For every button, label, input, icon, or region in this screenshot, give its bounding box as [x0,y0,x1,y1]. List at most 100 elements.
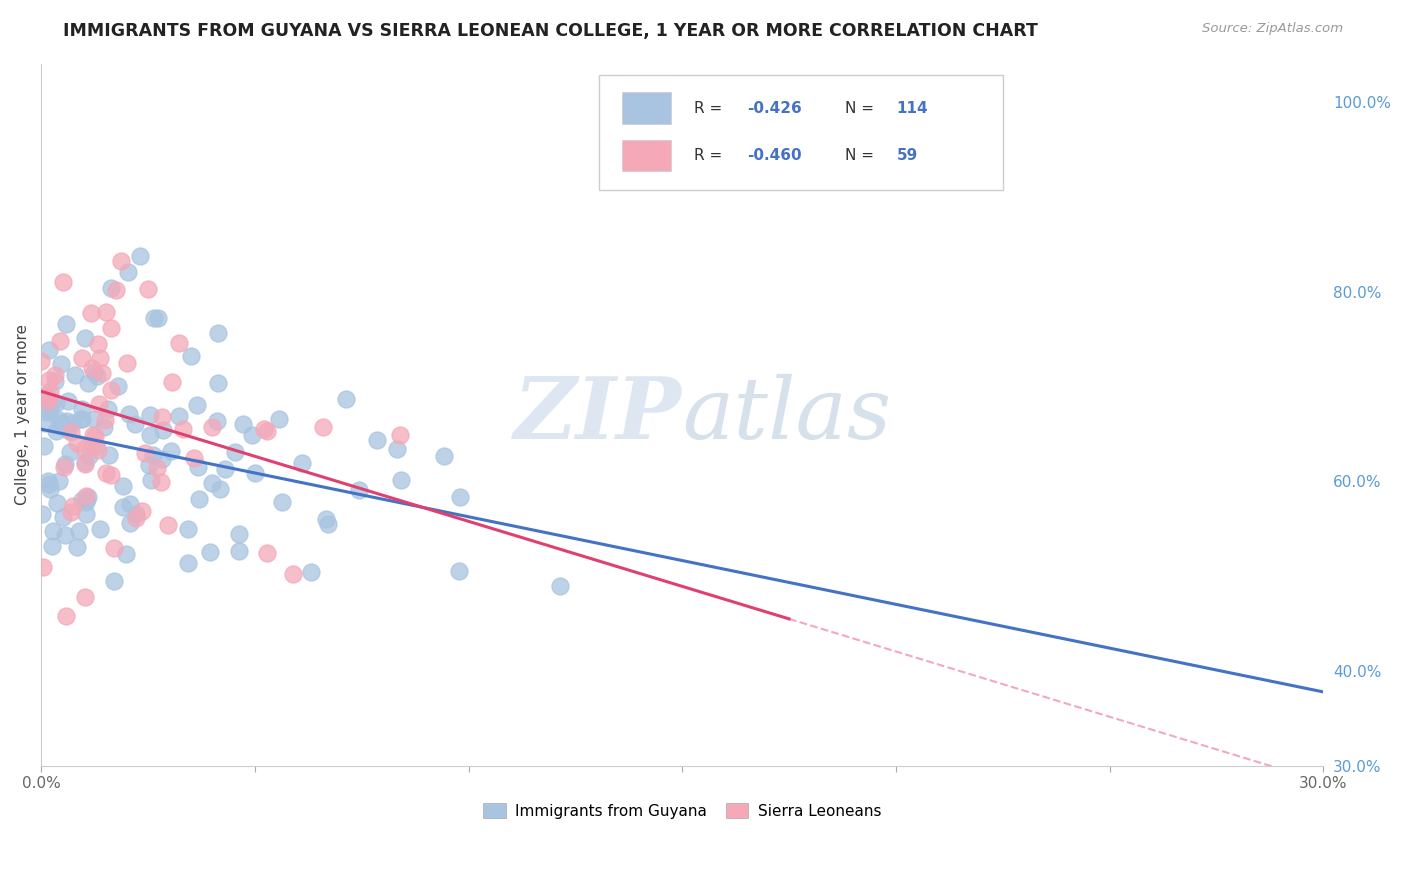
Point [433,449,456,463]
Legend: Immigrants from Guyana, Sierra Leoneans: Immigrants from Guyana, Sierra Leoneans [477,797,887,825]
Point [83,412,105,426]
Point [53,457,76,471]
Point [150,409,173,424]
Point [45,496,67,510]
Point [111,500,134,514]
Text: 59: 59 [896,148,918,163]
Text: R =: R = [693,148,727,163]
Point [52,275,75,289]
Point [291,456,314,470]
Point [267,412,290,426]
Point [385,442,408,456]
Point [73,591,96,605]
Point [56,414,79,428]
Point [66,540,89,554]
Point [388,428,411,442]
Point [65,368,87,383]
Point [142,448,165,462]
Point [115,547,138,561]
Point [75,489,97,503]
Point [86,368,108,383]
Point [125,511,148,525]
Point [75,494,97,508]
Point [44,374,66,388]
Text: N =: N = [845,148,879,163]
FancyBboxPatch shape [621,93,671,124]
Point [87,337,110,351]
Point [59,425,82,439]
Point [34,416,56,430]
Point [201,476,224,491]
Point [97,448,120,462]
Point [73,455,96,469]
Point [72,401,94,416]
Point [111,479,134,493]
Point [172,422,194,436]
Point [32,559,55,574]
Point [125,507,148,521]
Point [177,557,200,571]
Point [228,527,250,541]
Text: R =: R = [693,101,727,116]
Point [93,420,115,434]
Point [89,522,111,536]
Point [59,444,82,458]
Point [93,413,115,427]
Point [32,439,55,453]
Point [335,392,357,406]
Text: ZIP: ZIP [515,373,682,457]
Point [449,564,471,578]
Point [150,452,173,467]
Point [186,398,208,412]
Point [131,504,153,518]
Text: -0.460: -0.460 [748,148,803,163]
Point [118,516,141,531]
Point [67,524,90,538]
Point [55,317,77,331]
Point [53,528,76,542]
Point [253,421,276,435]
Point [100,468,122,483]
Point [201,420,224,434]
Point [152,423,174,437]
Point [118,407,141,421]
Point [270,495,292,509]
Point [136,282,159,296]
Point [315,512,337,526]
Point [256,425,278,439]
Point [256,546,278,560]
Point [77,450,100,464]
Point [89,351,111,366]
Point [157,517,180,532]
Point [207,414,229,428]
Point [103,574,125,588]
Point [139,473,162,487]
Point [312,419,335,434]
Point [228,544,250,558]
Point [143,311,166,326]
Point [91,366,114,380]
FancyBboxPatch shape [621,139,671,171]
Point [183,451,205,466]
Point [100,321,122,335]
Point [49,334,72,348]
Text: Source: ZipAtlas.com: Source: ZipAtlas.com [1202,22,1343,36]
Point [39,483,62,497]
Point [389,473,412,487]
Point [35,401,58,416]
Point [548,579,571,593]
Point [80,360,103,375]
Point [51,416,73,430]
Point [45,425,67,439]
Point [97,401,120,416]
Point [83,365,105,379]
Point [37,390,59,404]
Point [73,331,96,345]
Point [138,458,160,472]
Point [84,439,107,453]
Point [167,336,190,351]
Point [96,305,118,319]
Point [72,412,94,426]
Point [80,306,103,320]
Point [82,437,104,451]
